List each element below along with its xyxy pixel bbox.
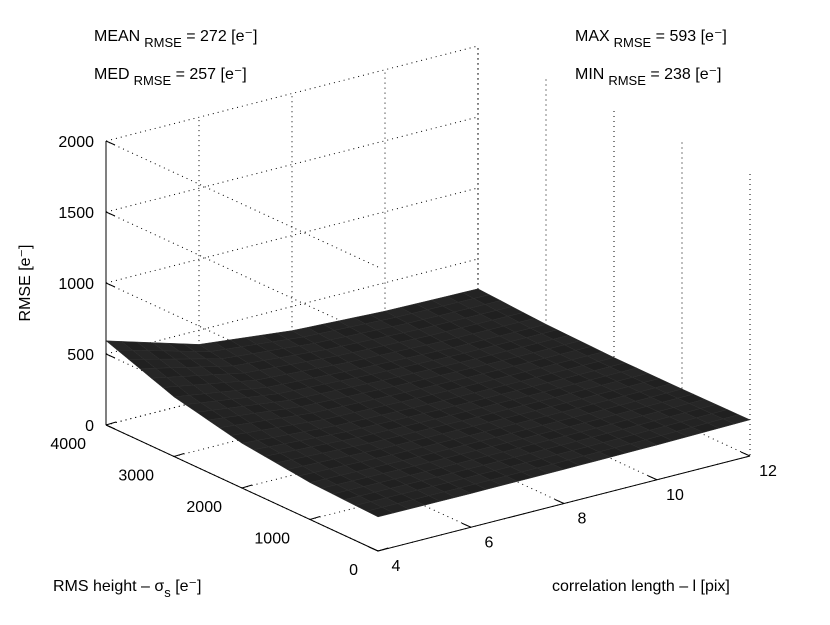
z-tick-mark: [105, 211, 116, 217]
x-tick-mark: [368, 546, 379, 552]
x-tick-label: 12: [759, 463, 777, 480]
z-tick-label: 500: [67, 347, 94, 364]
z-tick-mark: [105, 424, 116, 430]
annotation-med: MED RMSE = 257 [e⁻]: [94, 66, 247, 88]
annotation-mean: MEAN RMSE = 272 [e⁻]: [94, 28, 257, 50]
grid-line-z: [104, 116, 479, 339]
z-tick-mark: [105, 282, 116, 288]
x-tick-mark: [554, 499, 565, 504]
z-tick-mark: [105, 140, 116, 146]
y-tick-mark: [309, 516, 321, 520]
y-tick-mark: [173, 453, 185, 457]
y-tick-label: 2000: [186, 499, 222, 516]
x-tick-mark: [461, 522, 472, 528]
y-tick-mark: [377, 547, 389, 552]
z-tick-label: 1000: [58, 276, 94, 293]
z-tick-label: 1500: [58, 205, 94, 222]
y-tick-label: 1000: [254, 531, 290, 548]
x-tick-label: 8: [578, 511, 587, 528]
x-tick-mark: [647, 475, 658, 481]
z-tick-label: 2000: [58, 134, 94, 151]
z-tick-label: 0: [85, 418, 94, 435]
grid-line-z: [104, 45, 479, 268]
grid-line-z: [104, 187, 479, 410]
x-tick-mark: [740, 451, 751, 457]
y-tick-label: 4000: [50, 436, 86, 453]
x-tick-label: 4: [392, 558, 401, 575]
z-axis-label: RMSE [e⁻]: [17, 245, 34, 322]
annotation-max: MAX RMSE = 593 [e⁻]: [575, 28, 727, 50]
y-tick-mark: [105, 421, 117, 426]
x-tick-label: 6: [485, 534, 494, 551]
y-axis-label: RMS height – σs [e⁻]: [53, 578, 201, 600]
x-tick-label: 10: [666, 487, 684, 504]
y-tick-label: 3000: [118, 468, 154, 485]
axes: [105, 140, 751, 552]
x-axis-label: correlation length – l [pix]: [552, 578, 730, 595]
y-tick-label: 0: [349, 562, 358, 579]
z-tick-mark: [105, 353, 116, 359]
grid-line-z: [104, 258, 479, 481]
annotation-min: MIN RMSE = 238 [e⁻]: [575, 66, 722, 88]
y-tick-mark: [241, 484, 253, 489]
surface-patch: [722, 414, 751, 425]
surface-mesh: [105, 288, 751, 518]
